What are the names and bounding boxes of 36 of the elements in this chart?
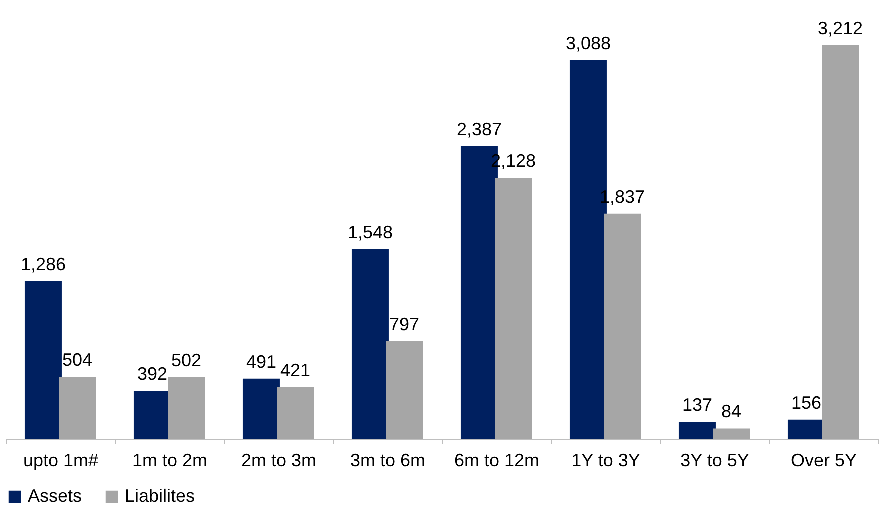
x-tick-label: 3m to 6m bbox=[350, 450, 426, 470]
bar bbox=[713, 428, 750, 439]
legend-label: Liabilites bbox=[125, 486, 196, 506]
data-label: 1,286 bbox=[20, 254, 66, 274]
data-label: 797 bbox=[390, 314, 420, 334]
x-tick-label: Over 5Y bbox=[790, 450, 858, 470]
bar bbox=[495, 178, 532, 439]
data-label: 421 bbox=[280, 360, 311, 380]
x-tick-label: 2m to 3m bbox=[241, 450, 317, 470]
x-tick-label: 3Y to 5Y bbox=[680, 450, 750, 470]
legend-label: Assets bbox=[28, 486, 82, 506]
bar bbox=[678, 422, 716, 439]
bar bbox=[242, 378, 280, 439]
bar bbox=[386, 341, 424, 439]
data-label: 137 bbox=[682, 395, 712, 416]
data-label: 3,088 bbox=[566, 34, 611, 54]
bar bbox=[352, 249, 389, 439]
data-label: 392 bbox=[137, 364, 168, 384]
data-label: 491 bbox=[246, 352, 276, 372]
bar bbox=[168, 377, 206, 439]
data-label: 3,212 bbox=[818, 18, 864, 38]
bar bbox=[277, 387, 314, 439]
data-label: 84 bbox=[722, 402, 742, 422]
data-label: 2,387 bbox=[456, 119, 502, 140]
x-tick-label: 1Y to 3Y bbox=[572, 450, 640, 470]
data-label: 502 bbox=[172, 350, 202, 370]
data-label: 156 bbox=[791, 392, 822, 413]
bar bbox=[24, 281, 62, 439]
x-tick-label: 6m to 12m bbox=[454, 450, 540, 470]
bar bbox=[59, 377, 96, 439]
data-label: 504 bbox=[62, 350, 93, 370]
x-tick-label: upto 1m# bbox=[23, 450, 99, 470]
data-label: 1,548 bbox=[348, 222, 393, 242]
bar bbox=[604, 214, 642, 439]
bar bbox=[822, 45, 860, 439]
x-tick-label: 1m to 2m bbox=[132, 450, 208, 470]
